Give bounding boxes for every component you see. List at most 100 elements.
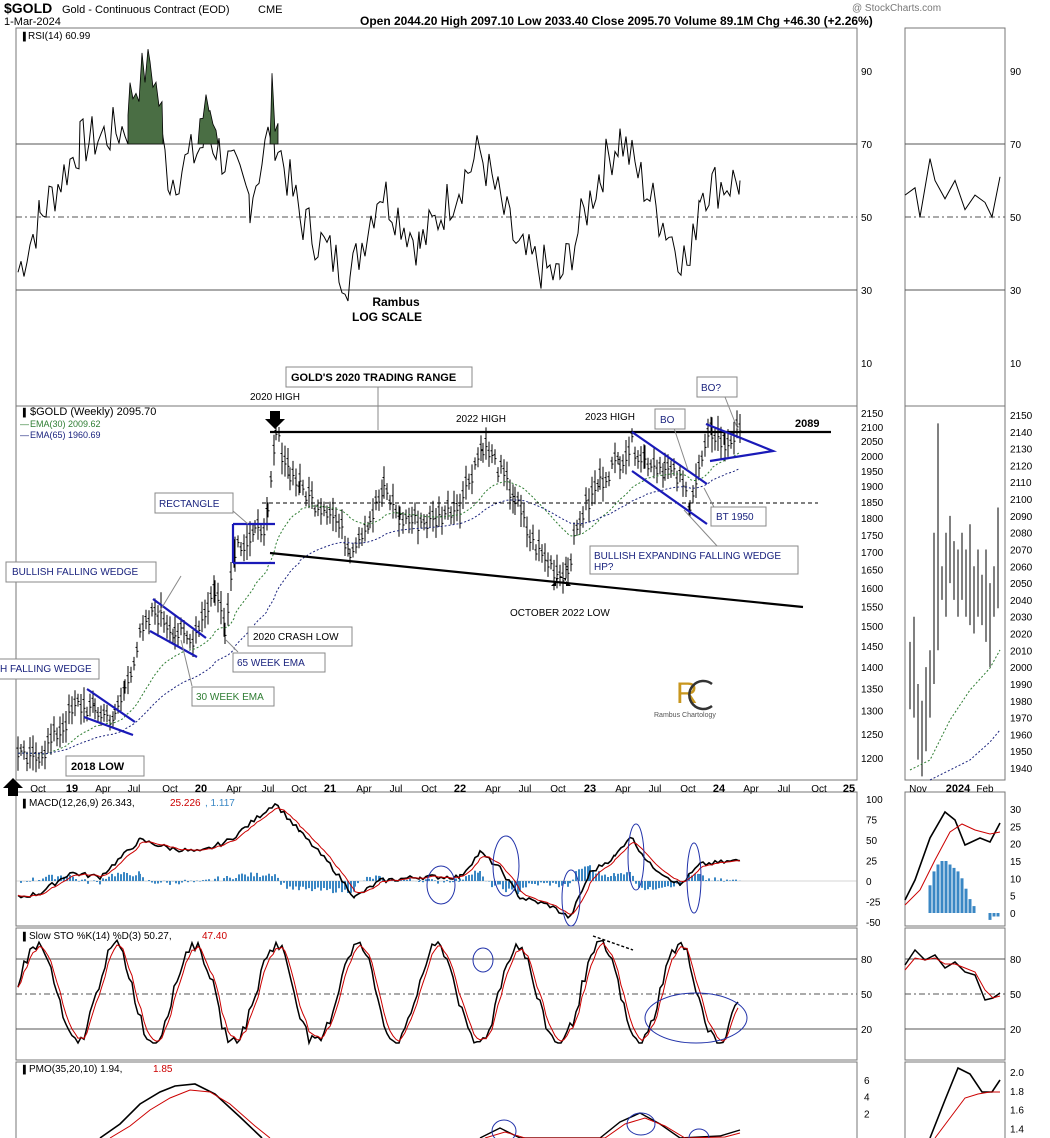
pmo-icon: ▐ <box>20 1064 26 1075</box>
macd-hist-bar <box>732 879 734 881</box>
macd-hist-bar <box>350 881 352 893</box>
price-x-label: 22 <box>454 783 466 795</box>
daily-tick-label: 2140 <box>1010 428 1033 439</box>
macd-hist-bar <box>581 868 583 881</box>
wedge2-lower <box>83 715 134 737</box>
rsi-tick-label: 70 <box>861 140 873 151</box>
chart-date: 1-Mar-2024 <box>4 16 61 28</box>
macd-inset-bar <box>936 864 940 913</box>
macd-hist-bar <box>431 879 433 881</box>
macd-hist-bar <box>99 881 101 885</box>
macd-hist-bar <box>292 881 294 890</box>
macd-hist-bar <box>280 881 282 885</box>
daily-tick-label: 2100 <box>1010 495 1033 506</box>
price-x-label: 23 <box>584 783 596 795</box>
macd-hist-bar <box>578 869 580 881</box>
macd-hist-bar <box>338 881 340 889</box>
daily-tick-label: 1980 <box>1010 697 1033 708</box>
macd-hist-bar <box>575 871 577 881</box>
sto-divergence-line <box>592 935 634 951</box>
macd-hist-bar <box>667 881 669 887</box>
wedge2-upper <box>86 688 136 723</box>
macd-hist-bar <box>479 871 481 881</box>
price-tick-label: 1750 <box>861 531 884 542</box>
macd-hist-bar <box>508 881 510 889</box>
macd-hist-bar <box>702 875 704 881</box>
macd-tick-label: 75 <box>866 816 878 827</box>
svg-text:GOLD'S 2020 TRADING RANGE: GOLD'S 2020 TRADING RANGE <box>291 372 456 384</box>
price-x-label: Apr <box>226 784 242 795</box>
macd-panel-frame <box>15 791 858 927</box>
rsi-line <box>17 78 741 302</box>
watermark: @ StockCharts.com <box>852 3 941 14</box>
bef-wedge-lower <box>631 470 708 525</box>
rsi-overbought-fill <box>127 49 164 145</box>
macd-hist-bar <box>123 872 125 881</box>
macd-hist-bar <box>617 873 619 881</box>
macd-hist-bar <box>223 878 225 881</box>
macd-hist-bar <box>286 881 288 889</box>
macd-line <box>17 802 741 920</box>
macd-hist-bar <box>132 876 134 881</box>
macd-hist-bar <box>546 881 548 883</box>
macd-hist-bar <box>626 872 628 881</box>
macd-hist-bar <box>256 872 258 881</box>
macd-signal-value: 25.226 <box>170 798 201 809</box>
macd-hist-bar <box>344 881 346 890</box>
svg-text:Rambus Chartology: Rambus Chartology <box>654 712 716 719</box>
svg-text:BULLISH FALLING WEDGE: BULLISH FALLING WEDGE <box>12 567 138 578</box>
macd-hist-bar <box>638 881 640 888</box>
sto-icon: ▐ <box>20 931 26 942</box>
up-arrow-2018 <box>3 778 23 796</box>
daily-tick-label: 1990 <box>1010 680 1033 691</box>
support-trendline <box>269 551 804 609</box>
macd-inset-bar <box>940 861 944 913</box>
macd-hist-bar <box>655 881 657 890</box>
macd-hist-bar <box>525 881 527 888</box>
daily-tick-label: 2020 <box>1010 630 1033 641</box>
macd-hist-bar <box>726 879 728 881</box>
macd-inset-bar <box>988 913 992 920</box>
macd-inset-line <box>904 810 1001 901</box>
ema30-line <box>17 451 741 755</box>
down-arrow-2020-high <box>265 411 285 429</box>
macd-hist-bar <box>592 870 594 881</box>
price-x-label: Apr <box>743 784 759 795</box>
macd-hist-bar <box>661 881 663 888</box>
bt-1950-callout: BT 1950 <box>710 506 767 527</box>
rsi-inset-tick-label: 50 <box>1010 213 1022 224</box>
sto-inset-d <box>904 957 1001 999</box>
crash-low-callout: 2020 CRASH LOW <box>247 626 353 647</box>
pmo-inset-tick-label: 1.4 <box>1010 1125 1024 1136</box>
macd-hist-bar <box>499 881 501 885</box>
price-x-label: 25 <box>843 783 855 795</box>
inset-pmo-frame <box>904 1061 1006 1138</box>
price-tick-label: 1300 <box>861 707 884 718</box>
macd-hist-bar <box>584 866 586 881</box>
macd-hist-bar <box>299 881 301 887</box>
macd-hist-bar <box>78 881 80 882</box>
daily-ema-fast <box>909 649 1001 771</box>
macd-hist-bar <box>714 877 716 881</box>
pmo-inset-line <box>929 1066 1001 1138</box>
up-arrow-oct-2022 <box>551 576 571 586</box>
daily-tick-label: 1960 <box>1010 730 1033 741</box>
macd-hist-bar <box>647 881 649 890</box>
price-tick-label: 1200 <box>861 754 884 765</box>
macd-hist-bar <box>108 876 110 881</box>
macd-hist-bar <box>102 878 104 881</box>
macd-hist-bar <box>729 880 731 881</box>
macd-inset-signal <box>904 823 1001 906</box>
macd-hist-bar <box>708 878 710 881</box>
ema65-swatch: — <box>20 430 29 440</box>
svg-text:2020 CRASH LOW: 2020 CRASH LOW <box>253 632 339 643</box>
daily-bars <box>909 423 999 777</box>
macd-inset-bar <box>964 888 968 913</box>
wedge1-upper <box>152 598 207 639</box>
macd-hist-bar <box>459 878 461 881</box>
price-x-label: 21 <box>324 783 336 795</box>
macd-hist-bar <box>283 881 285 883</box>
macd-hist-bar <box>148 880 150 881</box>
rsi-tick-label: 30 <box>861 286 873 297</box>
